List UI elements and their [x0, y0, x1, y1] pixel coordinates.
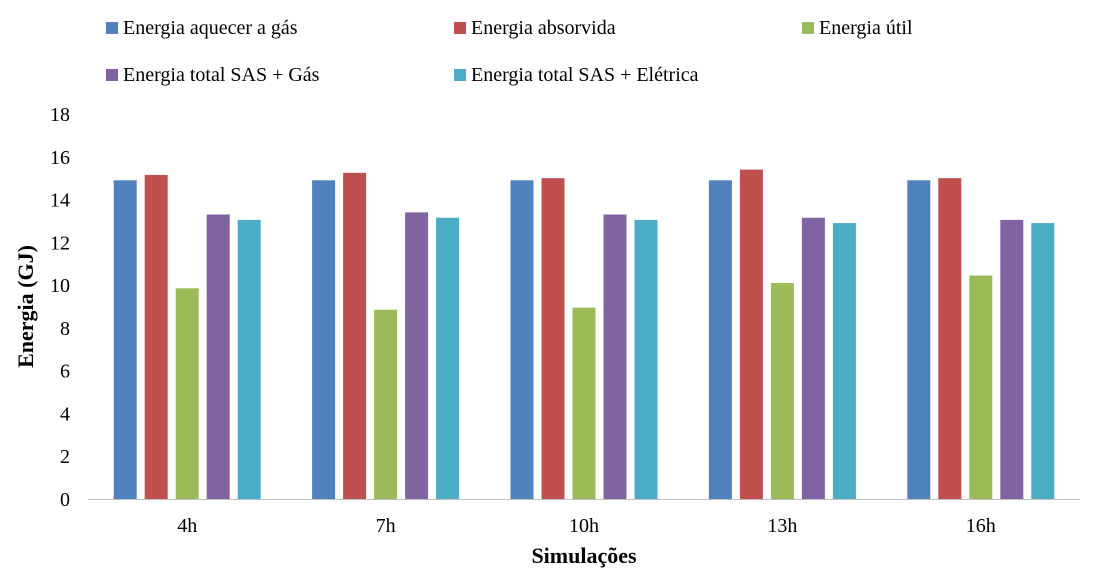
bar-energia-total-sas-gas-10h [603, 214, 627, 499]
x-tick-label: 13h [767, 515, 797, 537]
legend-item-energia-util: Energia útil [802, 17, 913, 39]
bar-energia-aquecer-a-gas-13h [708, 180, 732, 500]
x-axis-title: Simulações [531, 543, 637, 568]
x-tick-label: 4h [177, 515, 197, 537]
y-tick-label: 6 [60, 361, 70, 383]
y-tick-label: 2 [60, 446, 70, 468]
bar-energia-aquecer-a-gas-7h [312, 180, 336, 500]
legend: Energia aquecer a gás Energia absorvida En… [106, 17, 913, 86]
bar-energia-total-sas-eletrica-7h [436, 217, 460, 499]
bar-energia-aquecer-a-gas-10h [510, 180, 534, 500]
legend-swatch [106, 69, 118, 81]
bar-energia-util-16h [969, 275, 993, 499]
bar-energia-absorvida-16h [938, 178, 962, 499]
bar-group-13h [708, 169, 856, 500]
legend-label: Energia total SAS + Elétrica [471, 64, 699, 86]
bar-energia-total-sas-eletrica-13h [832, 223, 856, 500]
legend-label: Energia aquecer a gás [123, 17, 298, 39]
legend-swatch [454, 69, 466, 81]
legend-label: Energia total SAS + Gás [123, 64, 320, 86]
legend-label: Energia absorvida [471, 17, 616, 39]
bar-series-group [113, 169, 1055, 500]
bar-energia-util-7h [374, 309, 398, 499]
y-tick-label: 12 [50, 232, 70, 254]
legend-item-energia-aquecer-a-gas: Energia aquecer a gás [106, 17, 298, 39]
legend-item-energia-absorvida: Energia absorvida [454, 17, 616, 39]
y-tick-label: 14 [50, 190, 70, 212]
bar-group-7h [312, 172, 460, 500]
legend-label: Energia útil [819, 17, 913, 39]
x-tick-label: 10h [569, 515, 599, 537]
bar-energia-total-sas-eletrica-10h [634, 219, 658, 499]
y-tick-label: 8 [60, 318, 70, 340]
legend-swatch [454, 22, 466, 34]
bar-energia-absorvida-4h [144, 174, 168, 500]
bar-energia-util-4h [175, 288, 199, 499]
bar-energia-total-sas-eletrica-4h [237, 219, 261, 499]
bar-group-16h [907, 178, 1055, 500]
bar-group-4h [113, 174, 261, 500]
x-tick-label: 7h [376, 515, 396, 537]
legend-item-energia-total-sas-gas: Energia total SAS + Gás [106, 64, 320, 86]
bar-energia-absorvida-7h [343, 172, 367, 499]
legend-swatch [106, 22, 118, 34]
bar-group-10h [510, 178, 658, 500]
y-tick-label: 18 [50, 104, 70, 126]
bar-energia-total-sas-eletrica-16h [1031, 223, 1055, 500]
legend-swatch [802, 22, 814, 34]
x-axis: 4h 7h 10h 13h 16h [88, 499, 1080, 537]
bar-energia-total-sas-gas-4h [206, 214, 230, 499]
bar-energia-total-sas-gas-16h [1000, 219, 1024, 499]
legend-item-energia-total-sas-eletrica: Energia total SAS + Elétrica [454, 64, 699, 86]
y-axis: 0 2 4 6 8 10 12 14 16 18 [50, 104, 70, 511]
y-axis-title: Energia (GJ) [13, 245, 38, 368]
bar-energia-total-sas-gas-13h [801, 217, 825, 499]
bar-energia-util-13h [770, 282, 794, 499]
bar-energia-total-sas-gas-7h [405, 212, 429, 499]
x-tick-label: 16h [966, 515, 996, 537]
bar-energia-absorvida-10h [541, 178, 565, 499]
bar-energia-aquecer-a-gas-16h [907, 180, 931, 500]
y-tick-label: 0 [60, 489, 70, 511]
y-tick-label: 10 [50, 275, 70, 297]
y-tick-label: 16 [50, 147, 70, 169]
bar-energia-aquecer-a-gas-4h [113, 180, 137, 500]
bar-energia-absorvida-13h [739, 169, 763, 499]
bar-energia-util-10h [572, 307, 596, 499]
y-tick-label: 4 [60, 403, 70, 425]
